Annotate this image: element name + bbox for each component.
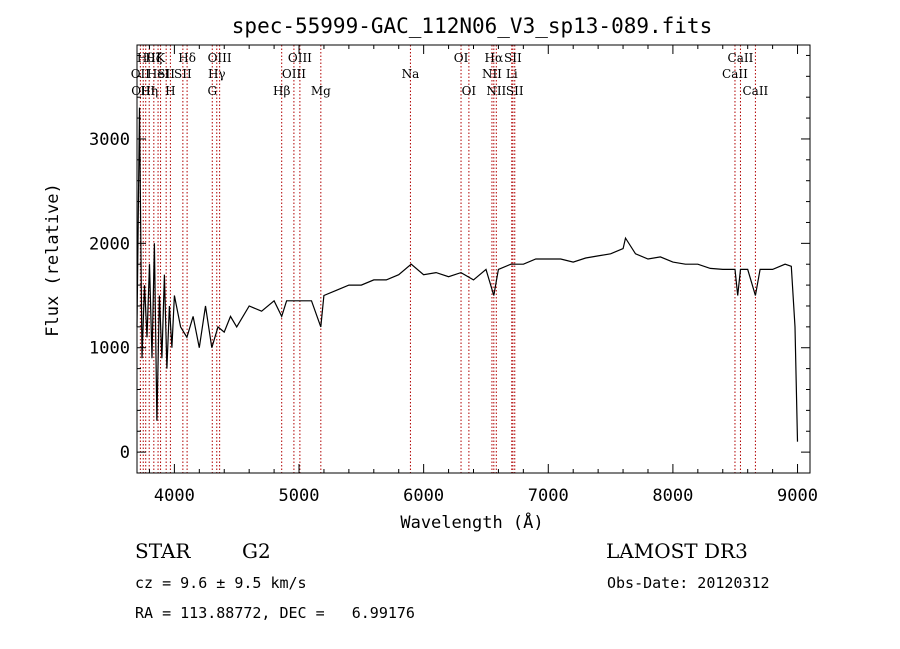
- line-marker-label: SII: [174, 67, 192, 81]
- x-tick-label: 4000: [154, 486, 195, 506]
- line-marker-label: Li: [506, 67, 518, 81]
- x-tick-label: 7000: [528, 486, 569, 506]
- line-marker-label: OIII: [288, 51, 312, 65]
- line-marker-label: CaII: [728, 51, 754, 65]
- line-marker-label: Hα: [485, 51, 504, 65]
- spectral-subclass: G2: [242, 539, 271, 563]
- line-marker-label: Mg: [311, 84, 331, 98]
- line-marker-label: HeI: [147, 67, 170, 81]
- y-axis-ticks: 0 1000 2000 3000: [89, 54, 810, 474]
- x-axis-label: Wavelength (Å): [400, 511, 543, 533]
- y-tick-label: 0: [120, 443, 130, 463]
- emission-line-labels: OIIOIIIHθHηHζHeIKSIIHSIIHδGHγOIIIHβOIIIO…: [131, 51, 769, 98]
- line-marker-label: NII: [486, 84, 506, 98]
- line-marker-label: OI: [462, 84, 477, 98]
- x-tick-label: 6000: [403, 486, 444, 506]
- coordinates-text: RA = 113.88772, DEC = 6.99176: [135, 604, 415, 622]
- y-tick-label: 3000: [89, 130, 130, 150]
- line-marker-label: SII: [157, 67, 175, 81]
- y-tick-label: 2000: [89, 234, 130, 254]
- object-class: STAR: [135, 539, 191, 563]
- line-marker-label: H: [165, 84, 175, 98]
- survey-name: LAMOST DR3: [606, 539, 748, 563]
- obs-date-text: Obs-Date: 20120312: [607, 574, 770, 592]
- line-marker-label: CaII: [722, 67, 748, 81]
- line-marker-label: Hη: [140, 84, 158, 98]
- flux-series-line: [136, 107, 799, 442]
- line-marker-label: Na: [402, 67, 420, 81]
- y-tick-label: 1000: [89, 339, 130, 359]
- line-marker-label: OII: [131, 67, 151, 81]
- line-marker-label: Hβ: [273, 84, 290, 98]
- line-marker-label: Hθ: [137, 51, 155, 65]
- chart-title: spec-55999-GAC_112N06_V3_sp13-089.fits: [232, 14, 712, 38]
- x-axis-ticks: 4000 5000 6000 7000 8000 9000: [148, 45, 818, 506]
- line-marker-label: OIII: [282, 67, 306, 81]
- line-marker-label: Hδ: [178, 51, 196, 65]
- line-marker-label: G: [207, 84, 217, 98]
- y-axis-label: Flux (relative): [43, 183, 63, 337]
- redshift-text: cz = 9.6 ± 9.5 km/s: [135, 574, 307, 592]
- line-marker-label: NII: [482, 67, 502, 81]
- emission-line-markers: [139, 45, 756, 473]
- line-marker-label: K: [156, 51, 166, 65]
- line-marker-label: OIII: [208, 51, 232, 65]
- x-tick-label: 9000: [777, 486, 818, 506]
- line-marker-label: Hζ: [145, 51, 162, 65]
- line-marker-label: SII: [504, 51, 522, 65]
- plot-frame: [136, 44, 811, 474]
- line-marker-label: Hγ: [208, 67, 226, 81]
- line-marker-label: CaII: [742, 84, 768, 98]
- x-tick-label: 8000: [652, 486, 693, 506]
- x-tick-label: 5000: [279, 486, 320, 506]
- line-marker-label: OI: [454, 51, 469, 65]
- line-marker-label: SII: [506, 84, 524, 98]
